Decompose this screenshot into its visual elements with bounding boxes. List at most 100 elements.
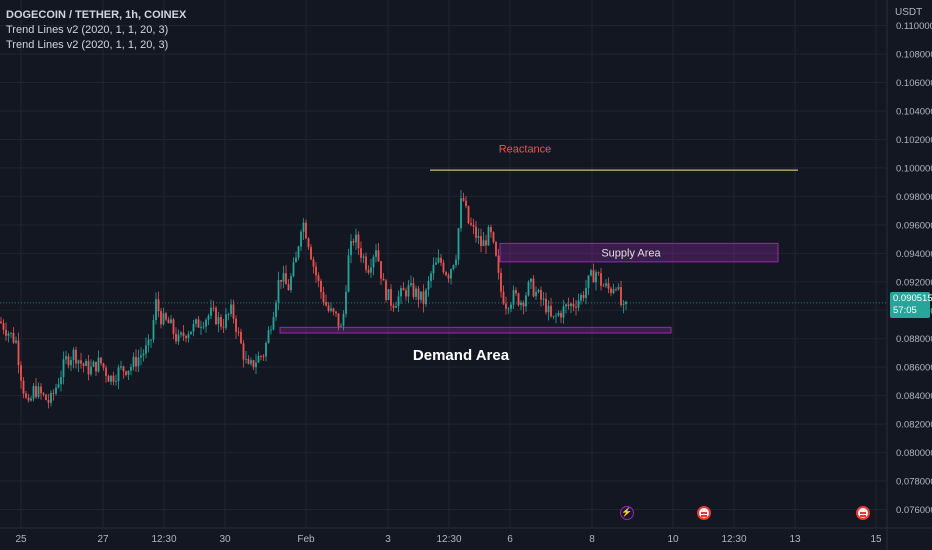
candle-body (535, 291, 537, 297)
candle-body (407, 285, 410, 297)
candle-body (202, 326, 205, 328)
candle (340, 322, 342, 327)
candle-body (432, 264, 435, 274)
candle-body (200, 326, 202, 328)
us-flag-icon[interactable] (856, 506, 870, 520)
candle (260, 354, 262, 361)
candle (315, 262, 317, 283)
candle (167, 316, 170, 324)
candle (425, 288, 427, 308)
candle-body (540, 290, 542, 300)
y-tick-label: 0.086000 (896, 363, 932, 374)
candle-body (182, 332, 185, 337)
us-flag-icon[interactable] (697, 506, 711, 520)
candle (375, 244, 377, 263)
candle (180, 331, 182, 338)
candle (122, 365, 125, 379)
x-tick-label: 12:30 (436, 534, 461, 545)
candle-body (625, 301, 627, 305)
candle (222, 318, 225, 333)
candle (590, 268, 592, 277)
candle (467, 205, 470, 225)
candle (372, 254, 375, 276)
candle (137, 349, 140, 373)
candle-body (15, 340, 17, 343)
candle-body (190, 331, 192, 335)
candle-body (552, 315, 555, 317)
y-tick-label: 0.102000 (896, 135, 932, 146)
x-tick-label: 30 (219, 534, 231, 545)
candle-body (322, 292, 325, 303)
candle-body (455, 259, 457, 266)
candle (227, 312, 230, 321)
candle-body (292, 262, 295, 277)
candle (487, 224, 490, 246)
x-tick-label: Feb (297, 534, 315, 545)
candle (522, 300, 525, 315)
candle-body (482, 240, 485, 247)
candle (155, 292, 157, 325)
supply-zone (499, 242, 779, 263)
candle (82, 362, 85, 373)
candle-body (617, 287, 620, 290)
candle (270, 325, 272, 335)
x-tick-label: 6 (507, 534, 513, 545)
candle-body (327, 305, 330, 311)
candle (12, 327, 15, 344)
candle (330, 302, 332, 313)
candle (380, 261, 382, 286)
candle-body (435, 262, 437, 265)
candle-body (542, 298, 545, 300)
candle (45, 393, 47, 401)
candle-body (175, 333, 177, 342)
candle-body (350, 241, 352, 256)
candle (205, 317, 207, 333)
candle (307, 237, 310, 250)
candle (585, 279, 587, 305)
candle-body (137, 357, 140, 367)
candle-body (212, 307, 215, 309)
candle (455, 254, 457, 268)
indicator-label[interactable]: Trend Lines v2 (2020, 1, 1, 20, 3) (6, 39, 169, 51)
candle (442, 259, 445, 275)
candle (482, 231, 485, 247)
candle (160, 307, 162, 329)
candle-body (592, 270, 595, 283)
candle (550, 297, 552, 318)
candle (130, 363, 132, 376)
candle-body (310, 247, 312, 260)
candle-body (70, 360, 72, 366)
y-tick-label: 0.082000 (896, 420, 932, 431)
candle (135, 349, 137, 372)
candle (347, 248, 350, 293)
candle-body (487, 227, 490, 246)
candle-body (495, 242, 497, 256)
candle (510, 301, 512, 313)
candle (175, 327, 177, 345)
candle (117, 364, 120, 390)
candle (132, 352, 135, 371)
y-tick-label: 0.100000 (896, 163, 932, 174)
candle (140, 347, 142, 366)
candle-body (587, 275, 590, 288)
candle-body (402, 288, 405, 291)
x-tick-label: 3 (385, 534, 391, 545)
candle (457, 227, 460, 265)
candle (127, 370, 130, 380)
candle (602, 283, 605, 287)
candle-body (7, 333, 10, 336)
candle-body (32, 386, 35, 399)
symbol-title[interactable]: DOGECOIN / TETHER, 1h, COINEX (6, 9, 187, 21)
candle (77, 359, 80, 372)
candle (505, 296, 507, 315)
candle-body (392, 305, 395, 308)
candle (145, 337, 147, 359)
candle (592, 263, 595, 283)
lightning-icon[interactable]: ⚡ (620, 506, 634, 520)
indicator-label[interactable]: Trend Lines v2 (2020, 1, 1, 20, 3) (6, 24, 169, 36)
candle (7, 331, 10, 343)
candle (397, 290, 400, 312)
candle (440, 254, 442, 266)
candle (540, 286, 542, 307)
